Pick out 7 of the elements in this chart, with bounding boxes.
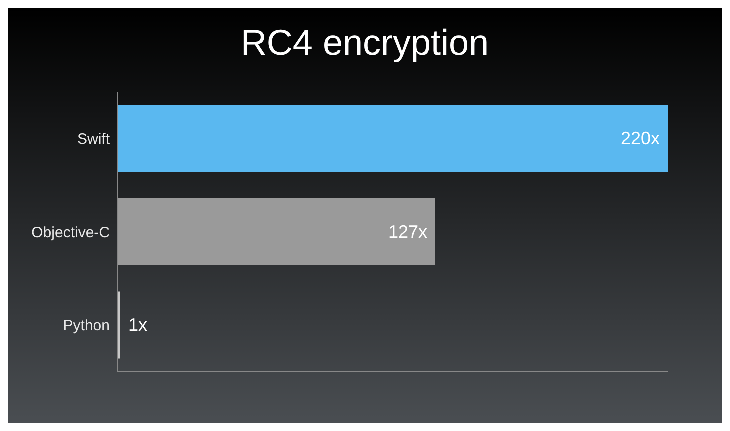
data-label: 1x [128,315,148,336]
data-label: 220x [620,128,660,149]
chart-title: RC4 encryption [240,21,490,65]
y-tick-label: Python [63,318,110,335]
data-label: 127x [388,222,428,242]
y-tick-label: Swift [77,130,111,148]
y-tick-label: Objective-C [32,224,110,242]
